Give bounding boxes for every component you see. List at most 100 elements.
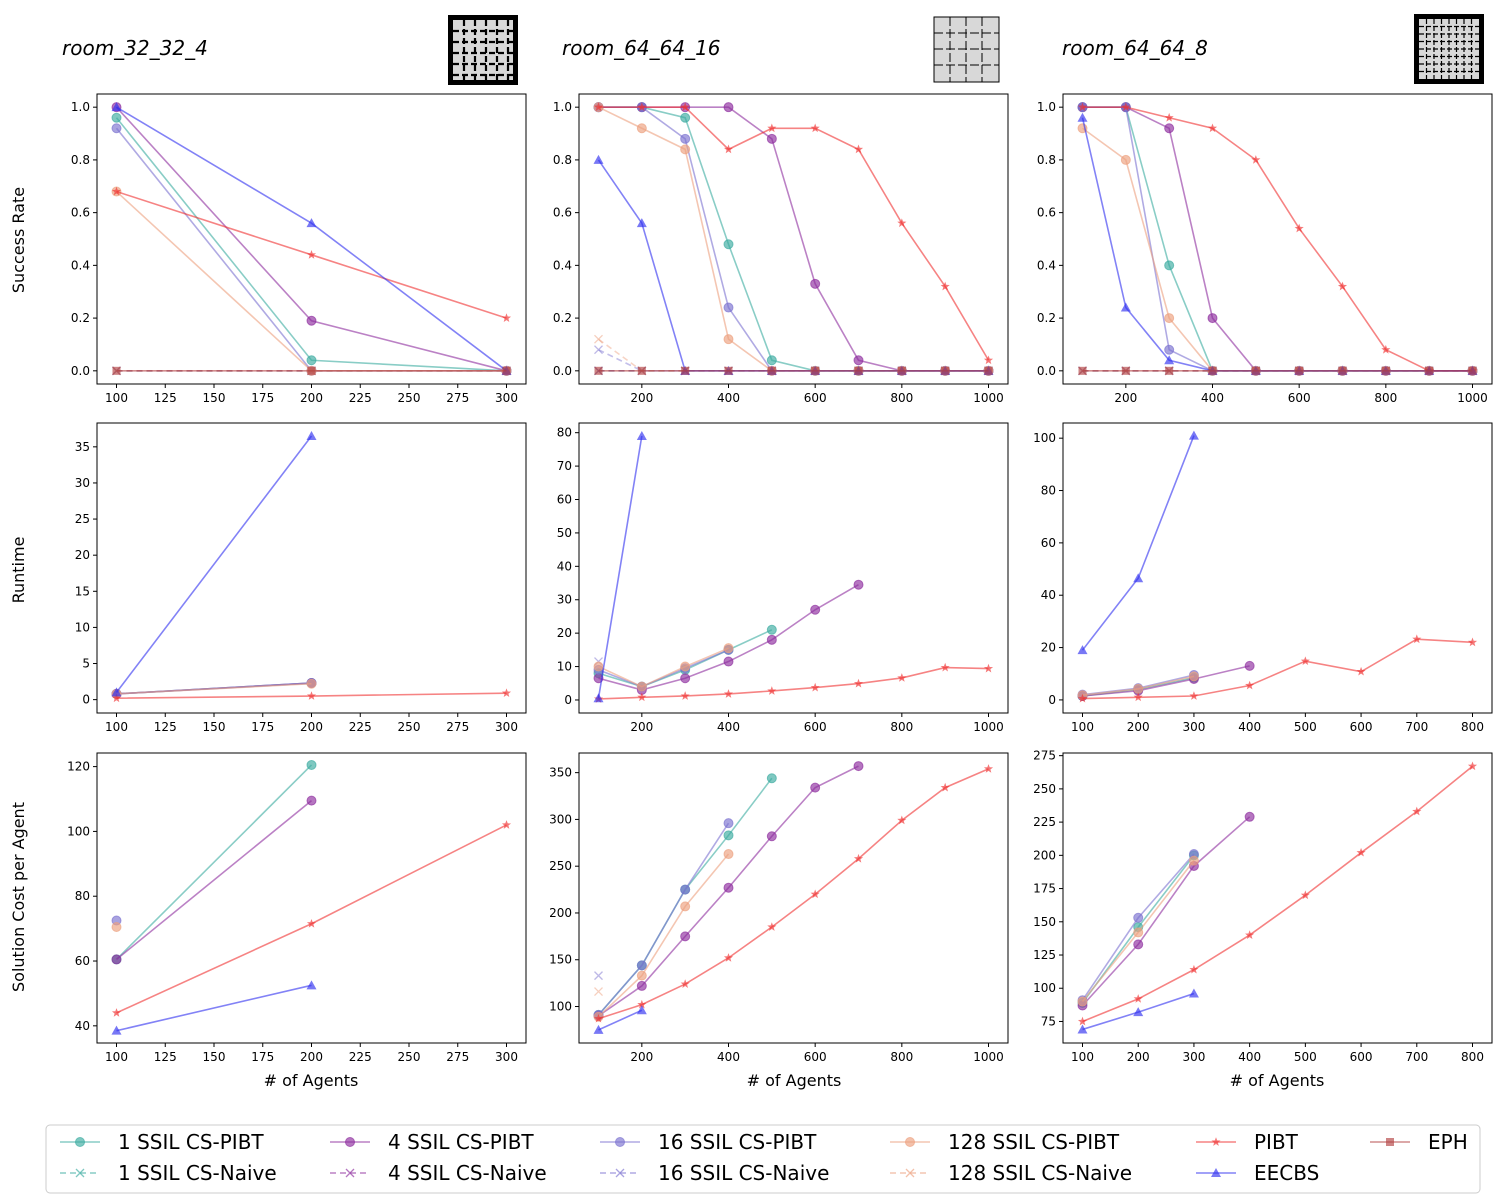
y-axis-ticks: 100 150 200 250 300 350 [549, 766, 579, 1014]
x-tick-label: 400 [1238, 720, 1261, 734]
data-point-pibt [501, 688, 512, 698]
data-point-16-ssil-cs-pibt [636, 960, 647, 971]
data-point-pibt [1467, 761, 1478, 771]
data-point-eecbs [593, 154, 604, 164]
legend-label: 16 SSIL CS-PIBT [658, 1130, 817, 1154]
data-point-pibt [1164, 112, 1174, 122]
data-point-4-ssil-cs-pibt [1244, 811, 1255, 822]
plot-frame [96, 93, 527, 385]
x-tick-label: 225 [349, 720, 372, 734]
x-tick-label: 275 [446, 1050, 469, 1064]
series-group [593, 102, 994, 376]
data-point-4-ssil-cs-pibt [853, 761, 864, 772]
data-point-pibt [637, 102, 647, 112]
x-tick-label: 250 [398, 391, 421, 405]
x-tick-label: 500 [1294, 720, 1317, 734]
x-axis-label-1: # of Agents [264, 1071, 359, 1090]
data-point-128-ssil-cs-pibt [636, 123, 647, 134]
row-label-success-rate: Success Rate [9, 187, 28, 293]
data-point-pibt [723, 144, 734, 154]
row-label-runtime: Runtime [9, 537, 28, 604]
plot-frame [578, 93, 1009, 385]
plot-frame [578, 422, 1009, 714]
y-tick-label: 0.2 [1037, 311, 1056, 325]
x-tick-label: 300 [1182, 1050, 1205, 1064]
y-tick-label: 125 [1033, 948, 1056, 962]
data-point-16-ssil-cs-pibt [1164, 344, 1175, 355]
data-point-4-ssil-cs-pibt [766, 831, 777, 842]
legend-marker [1211, 1168, 1221, 1177]
series-line-pibt [1082, 638, 1473, 700]
x-tick-label: 300 [495, 1050, 518, 1064]
series-line-pibt [598, 106, 990, 361]
legend-box [45, 1124, 1481, 1194]
series-group [1077, 430, 1478, 703]
data-point-16-ssil-cs-pibt [680, 884, 691, 895]
data-point-eph [1295, 366, 1304, 375]
data-point-eph [1121, 366, 1130, 375]
y-tick-label: 25 [75, 512, 90, 526]
y-tick-label: 80 [557, 426, 572, 440]
y-tick-label: 150 [1033, 915, 1056, 929]
y-axis-ticks: 0.0 0.2 0.4 0.6 0.8 1.0 [71, 100, 97, 378]
legend-item-pibt: PIBT [1196, 1130, 1299, 1154]
y-tick-label: 0.4 [71, 258, 90, 272]
y-tick-label: 10 [75, 620, 90, 634]
y-tick-label: 0.6 [1037, 206, 1056, 220]
series-line-4-ssil-cs-pibt [115, 106, 507, 372]
data-point-128-ssil-cs-naive [594, 987, 603, 997]
legend-label: 128 SSIL CS-Naive [948, 1161, 1132, 1185]
x-tick-label: 200 [300, 391, 323, 405]
data-point-4-ssil-cs-pibt [1244, 660, 1255, 671]
legend-label: 4 SSIL CS-Naive [388, 1161, 547, 1185]
x-tick-label: 250 [398, 1050, 421, 1064]
data-point-eph [984, 366, 993, 375]
x-tick-label: 800 [1461, 720, 1484, 734]
data-point-pibt [1412, 634, 1422, 644]
x-tick-label: 275 [446, 391, 469, 405]
panel-room-32-32-4-runtime: 100 125 150 175 200 225 250 275 300 0 5 10 15 20 25 30 3… [75, 422, 527, 734]
data-point-eecbs [1120, 302, 1131, 312]
y-tick-label: 120 [67, 760, 90, 774]
y-tick-label: 1.0 [71, 100, 90, 114]
data-point-pibt [1337, 281, 1348, 291]
data-point-pibt [897, 218, 907, 228]
y-axis-ticks: 75 100 125 150 175 200 225 250 275 [1033, 749, 1063, 1028]
y-tick-label: 100 [67, 824, 90, 838]
x-tick-label: 600 [1350, 1050, 1373, 1064]
plot-frame [578, 752, 1009, 1044]
x-tick-label: 200 [1127, 1050, 1150, 1064]
x-tick-label: 600 [804, 391, 827, 405]
plot-frame [1062, 93, 1493, 385]
x-tick-label: 200 [1114, 391, 1137, 405]
data-point-pibt [637, 692, 647, 702]
data-point-pibt [897, 815, 907, 825]
data-point-1-ssil-cs-pibt [766, 624, 777, 635]
data-point-eecbs [1077, 1024, 1088, 1034]
legend-marker [75, 1137, 85, 1147]
legend-item-16-ssil-cs-pibt: 16 SSIL CS-PIBT [600, 1130, 817, 1154]
room-64-64-16-map-icon [933, 16, 1000, 83]
data-point-16-ssil-cs-pibt [723, 818, 734, 829]
series-line-4-ssil-cs-pibt [598, 584, 859, 691]
panel-room-32-32-4-solution-cost-per-agent: 100 125 150 175 200 225 250 275 300 40 60 80 100 120 [67, 752, 527, 1064]
data-point-eph [854, 366, 863, 375]
legend-item-4-ssil-cs-pibt: 4 SSIL CS-PIBT [330, 1130, 534, 1154]
data-point-eph [1338, 366, 1347, 375]
panel-room-64-64-16-runtime: 200 400 600 800 1000 0 10 20 30 40 50 60 70 80 [557, 422, 1009, 734]
y-tick-label: 40 [75, 1019, 90, 1033]
legend-item-1-ssil-cs-pibt: 1 SSIL CS-PIBT [60, 1130, 264, 1154]
data-point-eecbs [1077, 645, 1088, 655]
y-tick-label: 20 [75, 548, 90, 562]
data-point-pibt [983, 355, 994, 365]
data-point-eph [1468, 366, 1477, 375]
map-title-3: room_64_64_8 [1062, 36, 1208, 60]
data-point-pibt [767, 123, 777, 133]
series-line-eecbs [115, 435, 313, 693]
y-tick-label: 250 [1033, 782, 1056, 796]
y-axis-ticks: 0.0 0.2 0.4 0.6 0.8 1.0 [1037, 100, 1063, 378]
x-tick-label: 125 [154, 1050, 177, 1064]
series-line-eecbs [116, 106, 507, 372]
series-line-eecbs [1081, 435, 1195, 651]
data-point-pibt [1077, 1016, 1088, 1026]
